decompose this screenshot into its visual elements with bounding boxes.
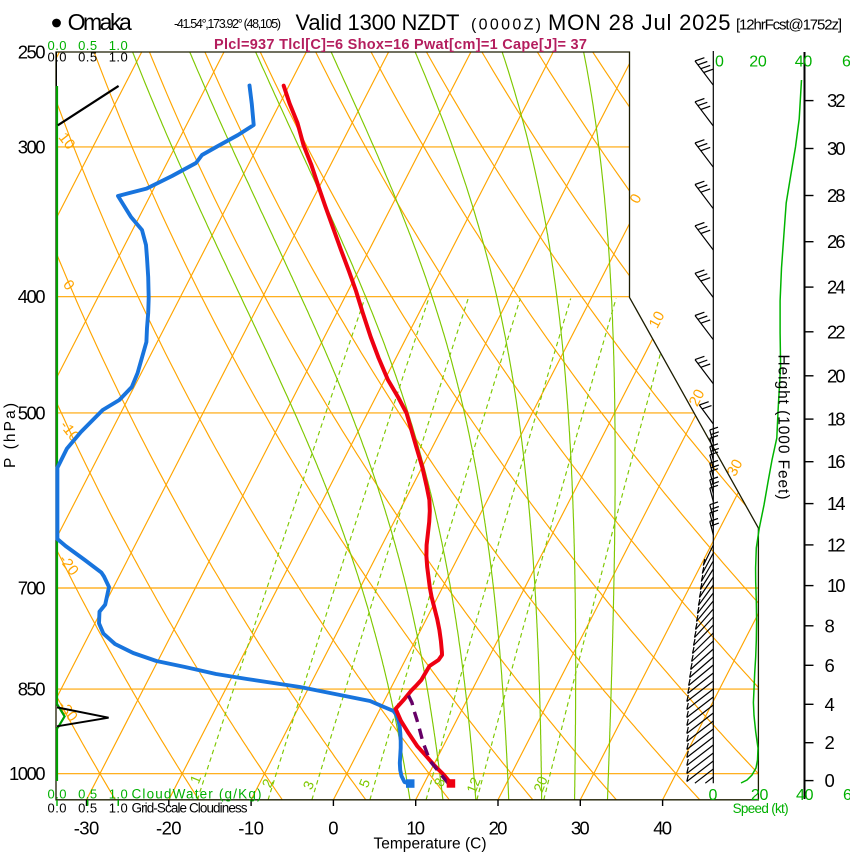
svg-text:(0000Z): (0000Z): [471, 17, 541, 34]
svg-text:0.0: 0.0: [48, 50, 67, 65]
svg-text:40: 40: [653, 818, 672, 839]
svg-text:6: 6: [825, 655, 835, 676]
svg-text:700: 700: [18, 578, 46, 599]
svg-text:Grid-Scale Cloudiness: Grid-Scale Cloudiness: [132, 801, 248, 816]
svg-text:2: 2: [825, 732, 835, 753]
svg-text:26: 26: [827, 231, 846, 252]
svg-text:400: 400: [18, 286, 46, 307]
svg-text:20: 20: [751, 787, 769, 804]
svg-text:0.5: 0.5: [78, 801, 97, 816]
svg-text:Omaka: Omaka: [68, 9, 132, 35]
svg-text:P (hPa): P (hPa): [2, 403, 19, 468]
svg-text:0.5: 0.5: [78, 787, 97, 802]
svg-text:0.0: 0.0: [48, 801, 67, 816]
svg-text:28: 28: [827, 185, 846, 206]
svg-text:0: 0: [328, 818, 338, 839]
svg-text:40: 40: [795, 54, 813, 71]
svg-text:12: 12: [463, 775, 484, 796]
svg-text:4: 4: [825, 694, 835, 715]
svg-text:0: 0: [709, 787, 718, 804]
svg-text:10: 10: [827, 575, 846, 596]
svg-text:16: 16: [827, 451, 846, 472]
svg-text:20: 20: [749, 54, 767, 71]
svg-text:Valid 1300 NZDT: Valid 1300 NZDT: [296, 10, 460, 35]
svg-text:10: 10: [646, 309, 669, 332]
svg-text:0.0: 0.0: [48, 38, 67, 53]
svg-text:850: 850: [18, 679, 46, 700]
svg-text:0.5: 0.5: [78, 38, 97, 53]
svg-text:1.0: 1.0: [109, 787, 128, 802]
svg-text:-10: -10: [238, 818, 264, 839]
svg-text:0: 0: [825, 770, 835, 791]
svg-text:40: 40: [796, 787, 814, 804]
svg-text:-41.54°,173.92° (48,105): -41.54°,173.92° (48,105): [174, 17, 281, 31]
svg-text:10: 10: [406, 818, 425, 839]
svg-text:0.5: 0.5: [78, 50, 97, 65]
svg-text:32: 32: [827, 90, 846, 111]
svg-text:8: 8: [825, 615, 835, 636]
svg-text:-30: -30: [74, 818, 100, 839]
svg-text:30: 30: [827, 138, 846, 159]
svg-text:6: 6: [842, 54, 850, 71]
svg-text:10: 10: [55, 129, 79, 153]
svg-text:22: 22: [827, 321, 846, 342]
svg-text:MON 28 Jul 2025: MON 28 Jul 2025: [548, 10, 731, 35]
svg-text:20: 20: [489, 818, 508, 839]
svg-text:Height (1000 Feet): Height (1000 Feet): [775, 355, 792, 500]
svg-text:30: 30: [571, 818, 590, 839]
svg-text:[12hrFcst@1752z]: [12hrFcst@1752z]: [736, 17, 842, 34]
svg-text:1.0: 1.0: [109, 50, 128, 65]
svg-text:500: 500: [18, 402, 46, 423]
svg-text:-20: -20: [156, 818, 182, 839]
svg-text:0: 0: [715, 54, 724, 71]
svg-text:300: 300: [18, 136, 46, 157]
svg-text:6: 6: [843, 787, 850, 804]
svg-text:250: 250: [18, 42, 46, 63]
svg-text:30: 30: [724, 457, 747, 480]
svg-text:Temperature (C): Temperature (C): [374, 836, 487, 853]
svg-text:1.0: 1.0: [109, 38, 128, 53]
svg-text:12: 12: [827, 534, 846, 555]
svg-text:0.0: 0.0: [48, 787, 67, 802]
svg-text:14: 14: [827, 493, 846, 514]
svg-text:1.0: 1.0: [109, 801, 128, 816]
svg-text:Speed (kt): Speed (kt): [733, 801, 789, 816]
svg-text:24: 24: [827, 277, 846, 298]
svg-text:18: 18: [827, 409, 846, 430]
svg-text:20: 20: [827, 365, 846, 386]
svg-text:1000: 1000: [9, 763, 46, 784]
svg-text:20: 20: [530, 774, 551, 795]
svg-text:CloudWater (g/Kg): CloudWater (g/Kg): [132, 787, 262, 802]
svg-text:Plcl=937 Tlcl[C]=6 Shox=16 Pwa: Plcl=937 Tlcl[C]=6 Shox=16 Pwat[cm]=1 Ca…: [214, 37, 587, 53]
